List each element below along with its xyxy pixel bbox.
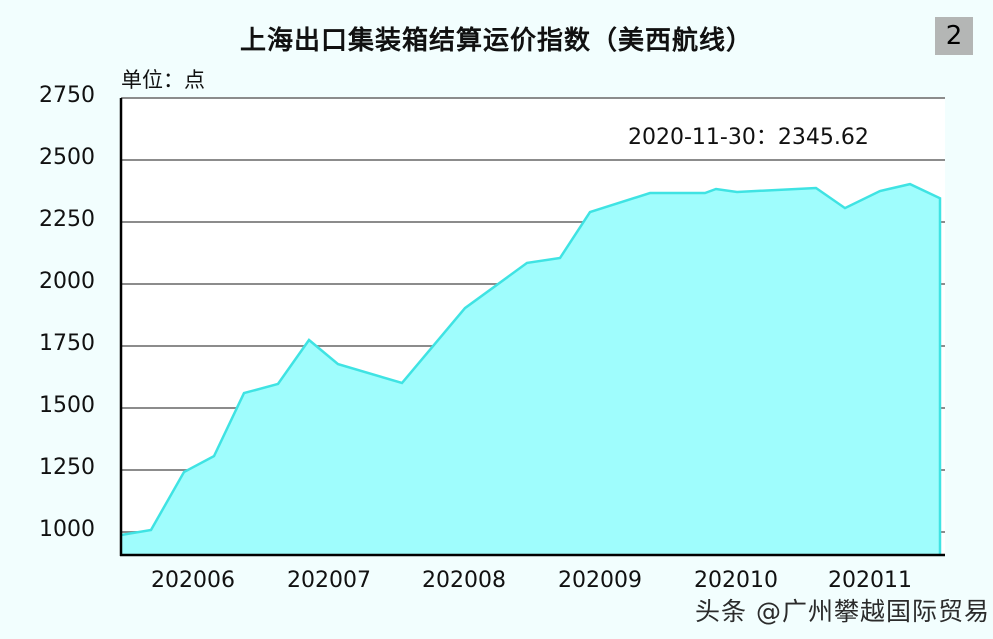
y-tick-label: 2500 — [39, 145, 95, 170]
page-number-badge: 2 — [935, 17, 973, 55]
x-tick-label: 202006 — [151, 568, 235, 593]
x-tick-label: 202010 — [694, 568, 778, 593]
y-tick-label: 2750 — [39, 83, 95, 108]
y-tick-label: 1750 — [39, 331, 95, 356]
latest-value-annotation: 2020-11-30：2345.62 — [628, 125, 869, 150]
watermark: 头条 @广州攀越国际贸易 — [695, 597, 990, 626]
y-tick-label: 1500 — [39, 393, 95, 418]
data-area — [121, 184, 940, 555]
x-tick-label: 202009 — [558, 568, 642, 593]
y-tick-label: 2250 — [39, 207, 95, 232]
chart-title: 上海出口集装箱结算运价指数（美西航线） — [239, 26, 753, 56]
x-tick-label: 202011 — [828, 568, 912, 593]
y-tick-label: 1000 — [39, 517, 95, 542]
y-axis-unit-label: 单位：点 — [121, 68, 205, 92]
y-tick-label: 1250 — [39, 455, 95, 480]
data-line — [120, 182, 942, 555]
x-tick-label: 202008 — [422, 568, 506, 593]
y-tick-label: 2000 — [39, 269, 95, 294]
x-tick-label: 202007 — [287, 568, 371, 593]
